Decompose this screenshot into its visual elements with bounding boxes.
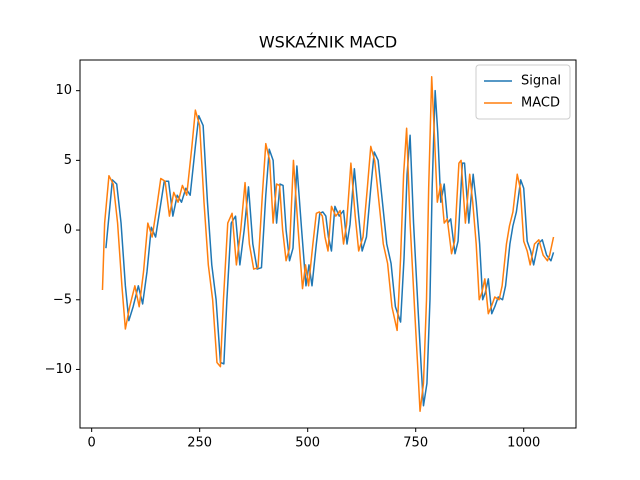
chart-title: WSKAŹNIK MACD	[259, 33, 397, 52]
x-tick-label: 250	[187, 436, 212, 451]
legend-box	[475, 64, 571, 120]
y-tick-label: −5	[53, 292, 72, 307]
y-tick-label: −10	[45, 362, 72, 377]
legend-label: Signal	[521, 74, 561, 89]
x-tick-label: 750	[403, 436, 428, 451]
legend-label: MACD	[521, 96, 560, 111]
y-tick-label: 0	[64, 223, 72, 238]
y-tick-label: 5	[64, 153, 72, 168]
x-tick-label: 500	[295, 436, 320, 451]
x-tick-label: 0	[88, 436, 96, 451]
axes-frame	[79, 59, 577, 429]
series-line	[105, 89, 555, 407]
y-tick-label: 10	[55, 83, 72, 98]
series-line	[101, 75, 555, 413]
x-tick-label: 1000	[507, 436, 540, 451]
